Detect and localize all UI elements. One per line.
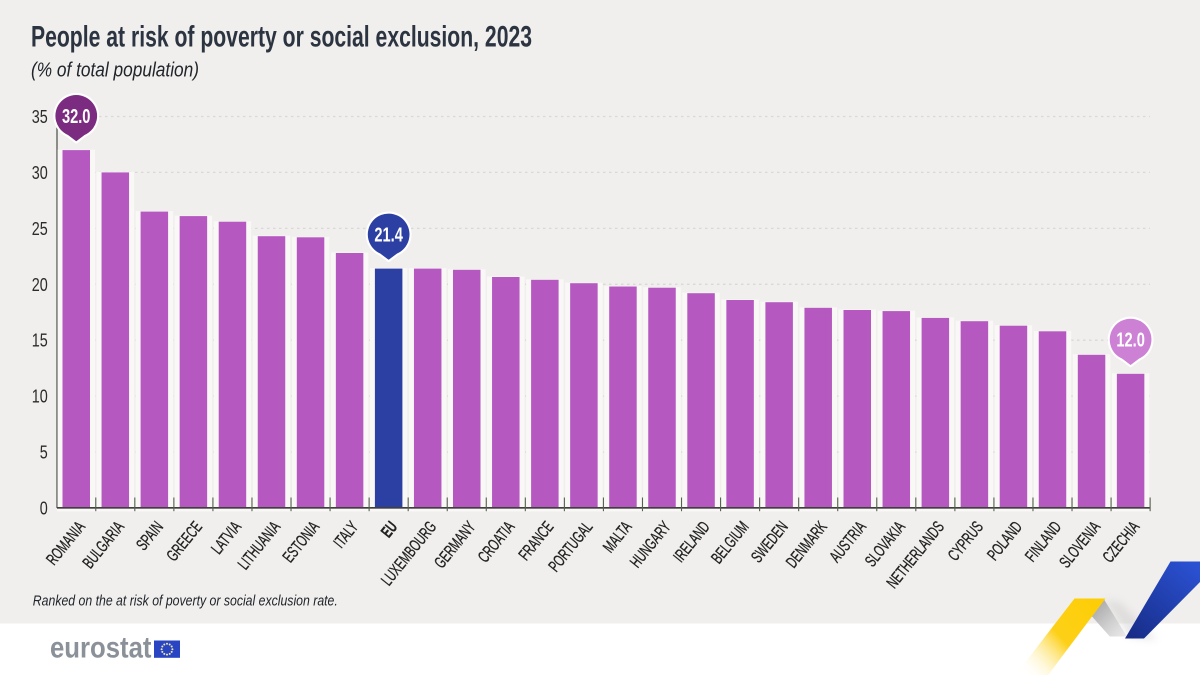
svg-text:People at risk of poverty or s: People at risk of poverty or social excl… <box>31 21 532 54</box>
svg-text:25: 25 <box>32 218 48 239</box>
svg-text:5: 5 <box>40 442 48 463</box>
svg-text:35: 35 <box>32 106 48 127</box>
svg-text:21.4: 21.4 <box>374 224 403 246</box>
svg-text:15: 15 <box>32 330 48 351</box>
svg-text:eurostat: eurostat <box>50 632 152 665</box>
svg-text:32.0: 32.0 <box>62 106 91 128</box>
svg-text:(% of total population): (% of total population) <box>31 60 199 82</box>
svg-text:10: 10 <box>32 386 48 407</box>
svg-text:12.0: 12.0 <box>1116 330 1145 352</box>
svg-text:0: 0 <box>40 498 48 519</box>
svg-text:Ranked on the at risk of pover: Ranked on the at risk of poverty or soci… <box>33 593 338 610</box>
svg-text:30: 30 <box>32 162 48 183</box>
svg-text:20: 20 <box>32 274 48 295</box>
